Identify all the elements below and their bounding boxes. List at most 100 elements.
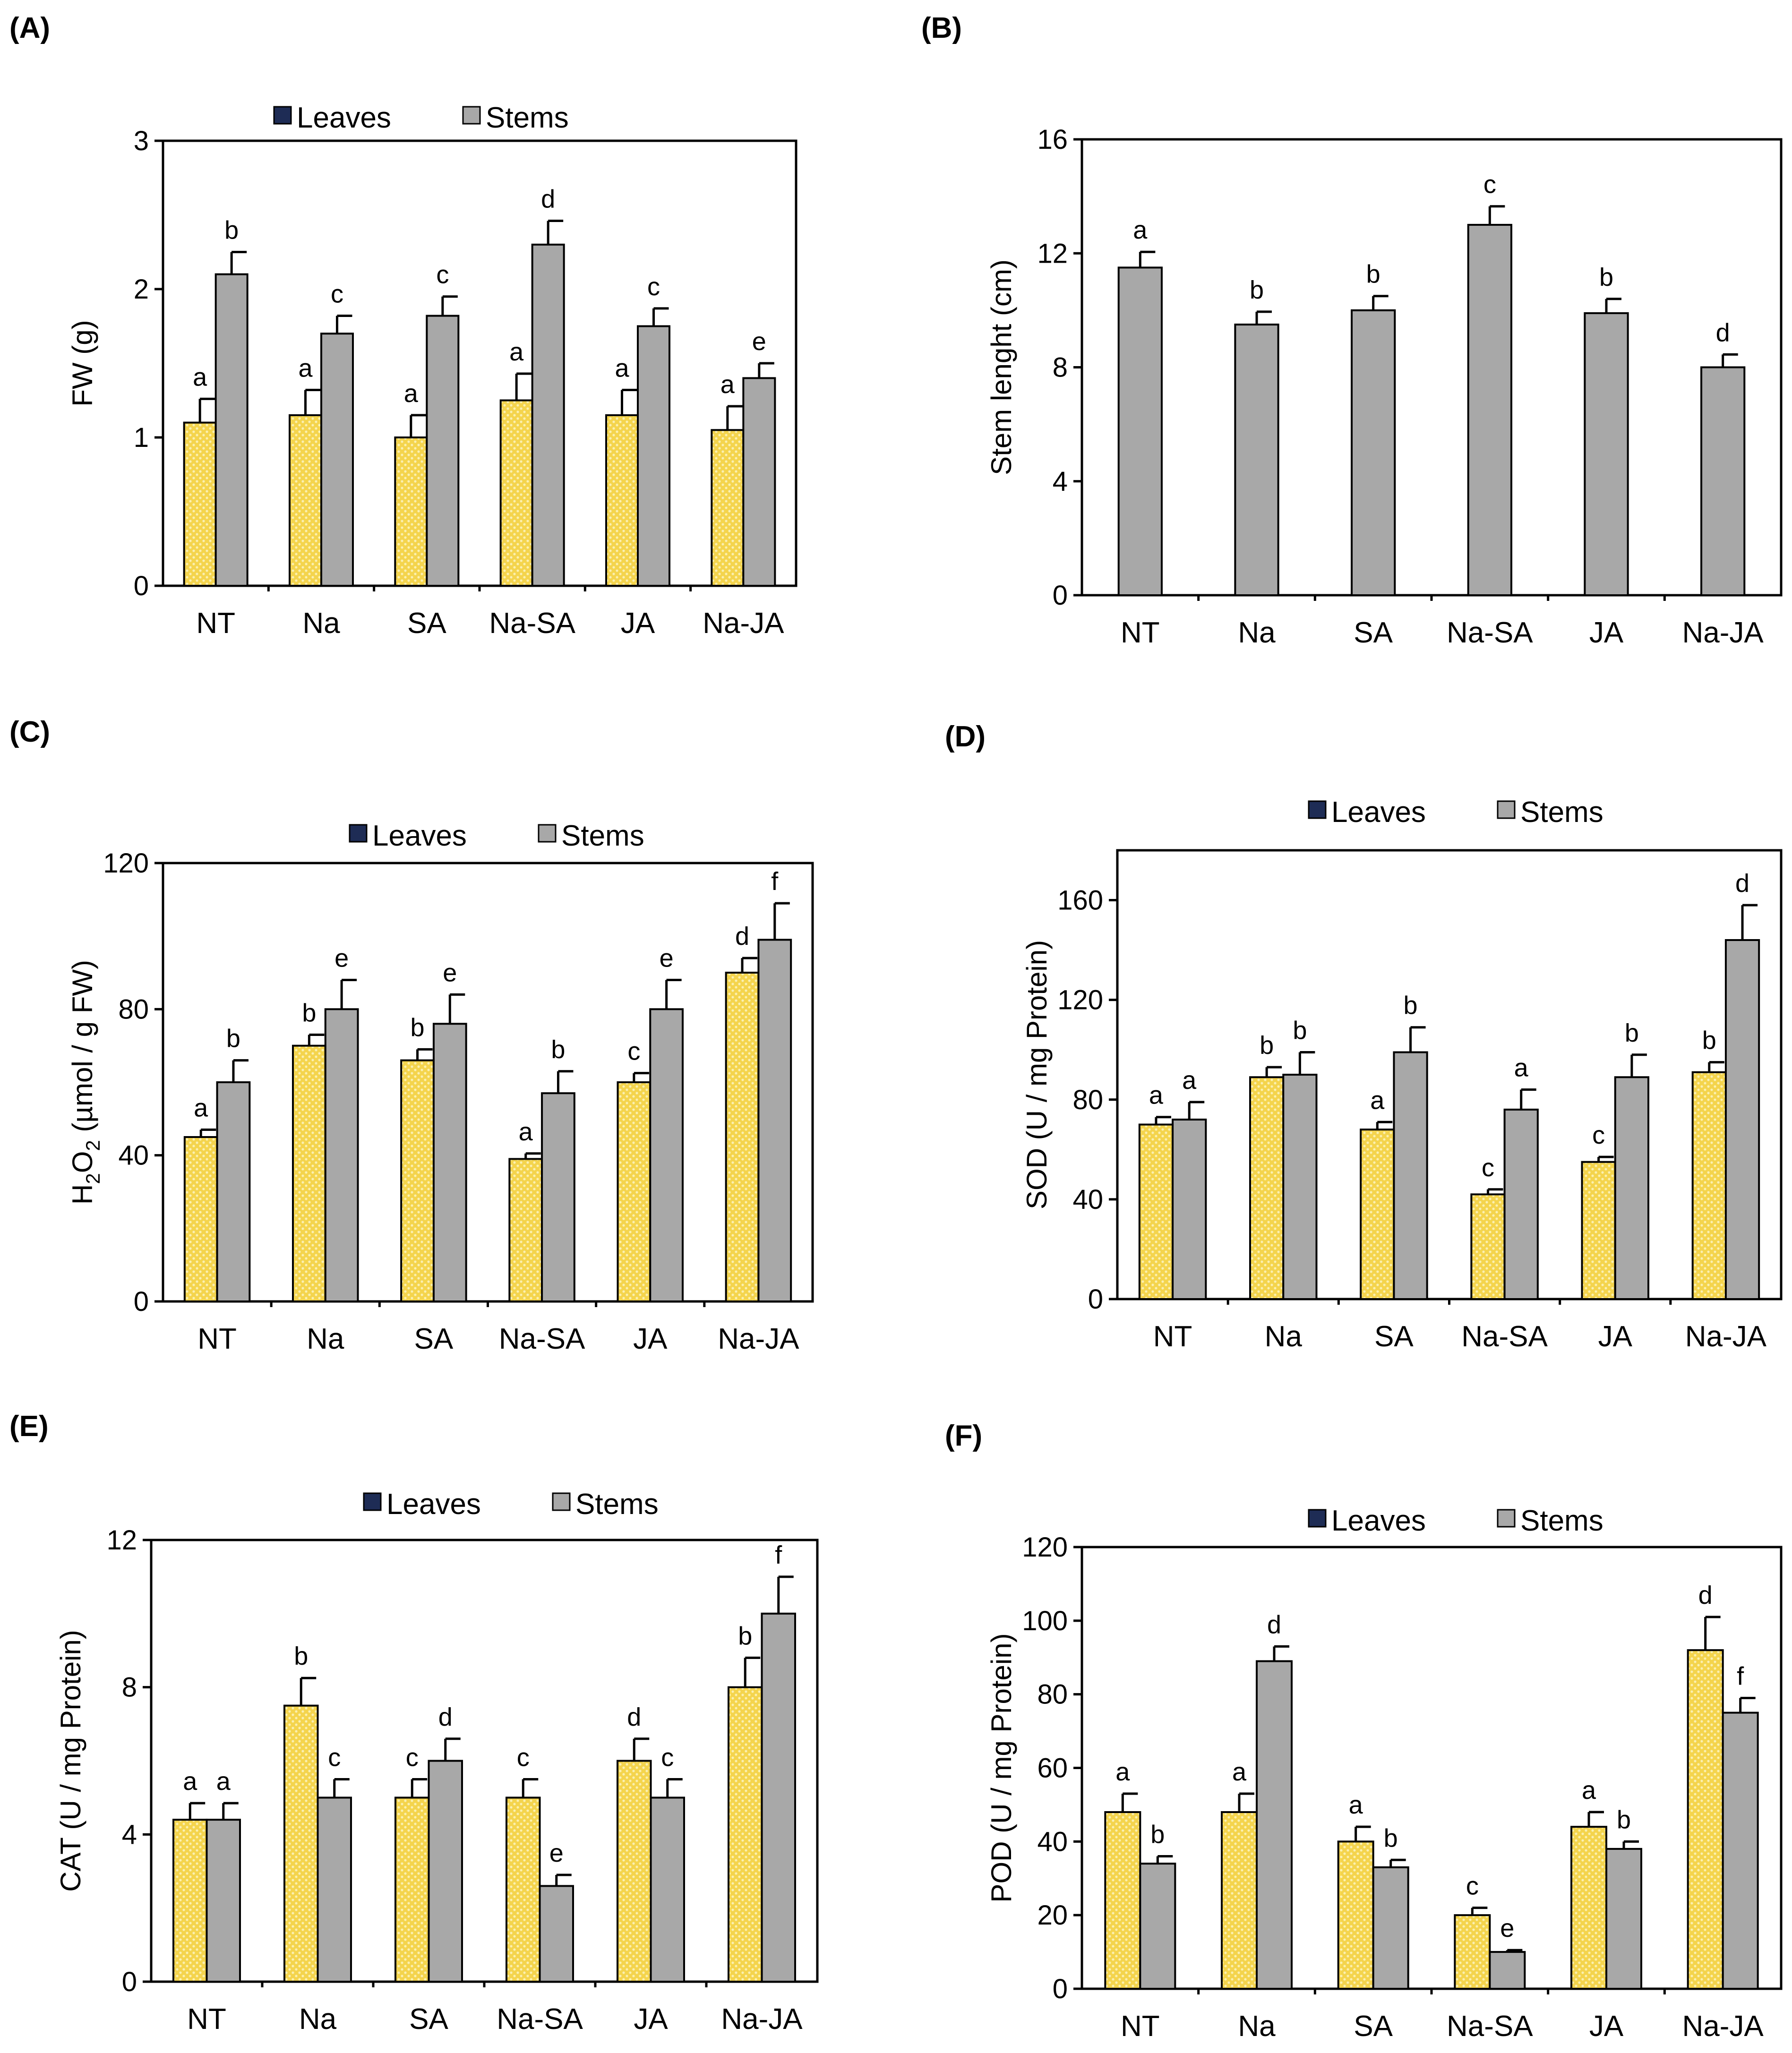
- bar-stems-ja: [1614, 1076, 1649, 1300]
- y-tick-label: 100: [1022, 1606, 1068, 1636]
- panel-label: (E): [9, 1410, 49, 1443]
- chart-panel-f: (F) 0 20 40 60 80 100 120 a a a c a d b d b e b f NT Na SA Na-S…: [945, 1420, 1783, 2043]
- y-tick-label: 12: [1037, 238, 1068, 269]
- significance-letter: a: [183, 1767, 197, 1796]
- y-tick-label: 12: [106, 1525, 137, 1556]
- x-tick-label: SA: [1354, 2010, 1393, 2043]
- bar-stems-na-sa: [539, 1885, 574, 1983]
- y-tick-label: 120: [1022, 1532, 1068, 1563]
- y-tick-label: 4: [122, 1819, 137, 1850]
- y-tick-label: 3: [134, 126, 149, 156]
- legend: Leaves Stems: [349, 820, 644, 852]
- bar-leaves-ja: [605, 414, 639, 587]
- significance-letter: b: [302, 999, 316, 1027]
- bar-stems-na: [1256, 1660, 1293, 1990]
- x-tick-label: SA: [409, 2003, 448, 2036]
- legend-swatch-stems: [538, 824, 557, 843]
- significance-letter: d: [1698, 1581, 1713, 1609]
- bar-leaves-na-sa: [508, 1158, 543, 1302]
- bar-leaves-ja: [1581, 1161, 1616, 1300]
- y-tick-label: 0: [1088, 1284, 1103, 1315]
- bar-stems-na-sa: [1467, 223, 1512, 596]
- bar-stems-sa: [432, 1023, 467, 1302]
- chart-panel-a: (A) 0 1 2 3 a a a a a a b c c d c e NT Na SA Na-SA JA Na-JA FW …: [9, 12, 797, 640]
- bar-stems-ja: [637, 325, 670, 587]
- legend-label-stems: Stems: [575, 1488, 659, 1521]
- y-tick-label: 2: [134, 274, 149, 305]
- plot-frame: [1080, 1546, 1783, 1990]
- legend-label-stems: Stems: [1520, 796, 1603, 829]
- bar-leaves-na-ja: [1687, 1649, 1724, 1990]
- bar-leaves-nt: [1138, 1123, 1174, 1300]
- x-tick-label: Na-JA: [721, 2003, 803, 2036]
- significance-letter: e: [660, 944, 674, 972]
- bar-leaves-sa: [394, 436, 428, 587]
- significance-letter: d: [1716, 318, 1730, 347]
- bar-leaves-na-sa: [1470, 1193, 1506, 1300]
- legend-swatch-leaves: [349, 824, 368, 843]
- bar-leaves-na-ja: [725, 972, 760, 1302]
- y-tick-label: 0: [1053, 580, 1068, 611]
- x-tick-label: Na-SA: [1461, 1320, 1548, 1353]
- x-tick-label: Na: [1238, 2010, 1276, 2043]
- y-axis-label: FW (g): [67, 320, 98, 406]
- y-tick-label: 120: [1057, 985, 1103, 1016]
- y-tick-label: 0: [122, 1967, 137, 1997]
- significance-letter: e: [1500, 1914, 1514, 1942]
- significance-letter: a: [1370, 1086, 1385, 1114]
- plot-frame: [162, 862, 814, 1303]
- significance-letter: a: [509, 338, 524, 366]
- bar-stems-na-ja: [1722, 1711, 1759, 1990]
- y-axis-label: Stem lenght (cm): [986, 259, 1017, 475]
- x-tick-label: JA: [1589, 2010, 1624, 2043]
- x-tick-label: NT: [1153, 1320, 1192, 1353]
- significance-letter: d: [438, 1703, 453, 1731]
- significance-letter: a: [1514, 1054, 1529, 1082]
- bar-stems-ja: [1605, 1848, 1642, 1990]
- plot-frame: [162, 139, 797, 587]
- bar-leaves-na-ja: [728, 1686, 763, 1983]
- bar-leaves-sa: [1360, 1129, 1395, 1300]
- bar-leaves-na: [1249, 1076, 1285, 1300]
- legend-label-stems: Stems: [561, 820, 644, 852]
- legend: Leaves Stems: [273, 102, 569, 134]
- y-tick-label: 0: [1053, 1974, 1068, 2004]
- bar-leaves-na-ja: [1691, 1071, 1727, 1300]
- significance-letter: a: [1582, 1776, 1596, 1805]
- x-tick-label: Na-SA: [497, 2003, 583, 2036]
- bar-stems-sa: [1372, 1866, 1409, 1990]
- y-tick-label: 0: [134, 1286, 149, 1317]
- significance-letter: a: [404, 379, 419, 408]
- plot-frame: [1116, 849, 1783, 1300]
- bar-stems-nt: [214, 273, 249, 587]
- bar-leaves-na: [1221, 1811, 1258, 1990]
- legend: Leaves Stems: [1308, 1505, 1603, 1537]
- legend-swatch-stems: [1497, 1509, 1516, 1528]
- bar-stems-nt: [1117, 266, 1163, 596]
- bar-leaves-ja: [617, 1081, 652, 1302]
- significance-letter: c: [647, 273, 660, 301]
- y-tick-label: 0: [134, 571, 149, 601]
- x-tick-label: NT: [197, 1323, 237, 1355]
- legend-label-leaves: Leaves: [1331, 1505, 1426, 1537]
- bar-leaves-na-sa: [499, 399, 533, 587]
- y-tick-label: 120: [103, 848, 149, 879]
- significance-letter: b: [1404, 992, 1418, 1020]
- legend-swatch-leaves: [363, 1492, 382, 1511]
- bar-leaves-na: [283, 1704, 319, 1983]
- significance-letter: c: [331, 280, 343, 308]
- y-tick-label: 8: [122, 1672, 137, 1703]
- significance-letter: b: [1702, 1026, 1716, 1055]
- significance-letter: d: [1267, 1610, 1281, 1639]
- legend: Leaves Stems: [363, 1488, 659, 1521]
- significance-letter: b: [1150, 1821, 1165, 1849]
- significance-letter: b: [1250, 276, 1264, 304]
- bar-stems-na-ja: [1724, 939, 1760, 1300]
- legend-label-leaves: Leaves: [372, 820, 467, 852]
- x-tick-label: NT: [1121, 2010, 1160, 2043]
- y-axis-label: CAT (U / mg Protein): [55, 1630, 86, 1892]
- significance-letter: b: [1599, 263, 1613, 291]
